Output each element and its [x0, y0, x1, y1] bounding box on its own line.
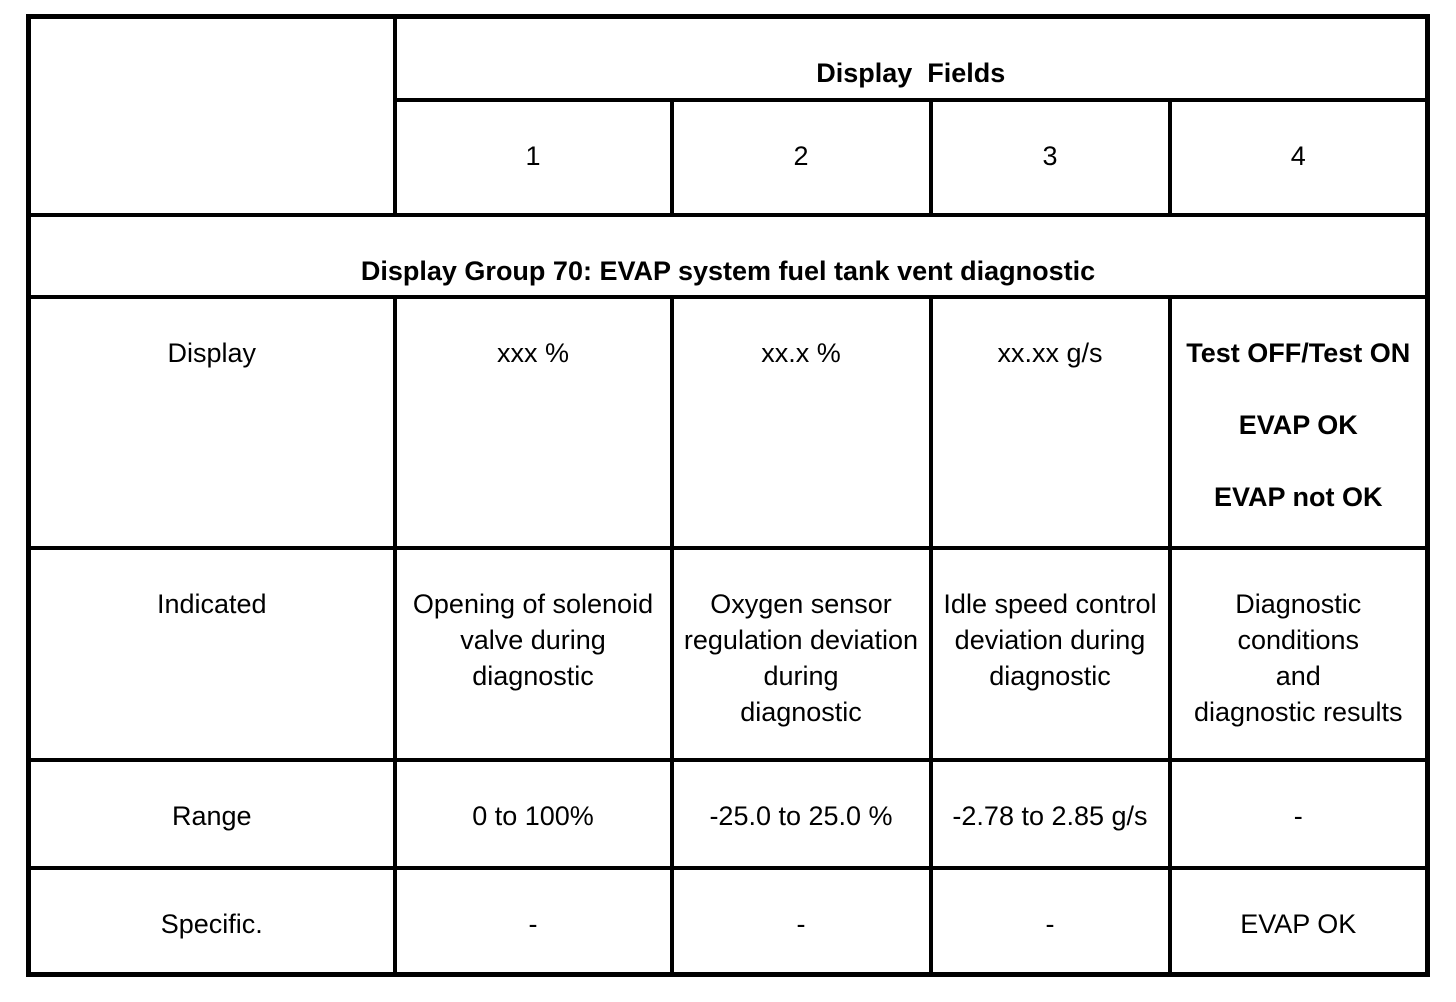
display-field-4: Test OFF/Test ON EVAP OK EVAP not OK	[1167, 294, 1430, 550]
row-label-range: Range	[26, 757, 397, 870]
row-label-indicated: Indicated	[26, 545, 397, 762]
specific-field-2: -	[669, 865, 933, 977]
specific-row: Specific. - - - EVAP OK	[26, 865, 1430, 977]
indicated-field-1: Opening of solenoid valve during diagnos…	[392, 545, 674, 762]
field-numbers-row: 1 2 3 4	[29, 97, 1430, 217]
specific-field-4: EVAP OK	[1167, 865, 1430, 977]
display-row: Display xxx % xx.x % xx.xx g/s Test OFF/…	[26, 294, 1430, 550]
range-field-2: -25.0 to 25.0 %	[669, 757, 933, 870]
row-label-specific: Specific.	[26, 865, 397, 977]
display-field-1: xxx %	[392, 294, 674, 550]
display-field-2: xx.x %	[669, 294, 933, 550]
field-number-4: 4	[1167, 97, 1430, 217]
display-field-3: xx.xx g/s	[928, 294, 1172, 550]
indicated-field-3: Idle speed control deviation during diag…	[928, 545, 1172, 762]
field-number-1: 1	[392, 97, 674, 217]
display-fields-title: Display Fields	[392, 14, 1430, 102]
fields-header-row: Display Fields	[26, 14, 1430, 217]
range-row: Range 0 to 100% -25.0 to 25.0 % -2.78 to…	[26, 757, 1430, 870]
range-field-3: -2.78 to 2.85 g/s	[928, 757, 1172, 870]
field-number-2: 2	[669, 97, 933, 217]
group-title-row: Display Group 70: EVAP system fuel tank …	[26, 212, 1430, 299]
corner-empty-cell	[26, 14, 397, 217]
indicated-field-2: Oxygen sensor regulation deviation durin…	[669, 545, 933, 762]
display-group-table: Display Fields 1 2 3 4 Display Group 70:…	[26, 14, 1431, 977]
group-title: Display Group 70: EVAP system fuel tank …	[26, 212, 1430, 299]
indicated-row: Indicated Opening of solenoid valve duri…	[26, 545, 1430, 762]
range-field-1: 0 to 100%	[392, 757, 674, 870]
specific-field-3: -	[928, 865, 1172, 977]
indicated-field-4: Diagnostic conditions and diagnostic res…	[1167, 545, 1430, 762]
row-label-display: Display	[26, 294, 397, 550]
field-number-3: 3	[928, 97, 1172, 217]
specific-field-1: -	[392, 865, 674, 977]
range-field-4: -	[1167, 757, 1430, 870]
